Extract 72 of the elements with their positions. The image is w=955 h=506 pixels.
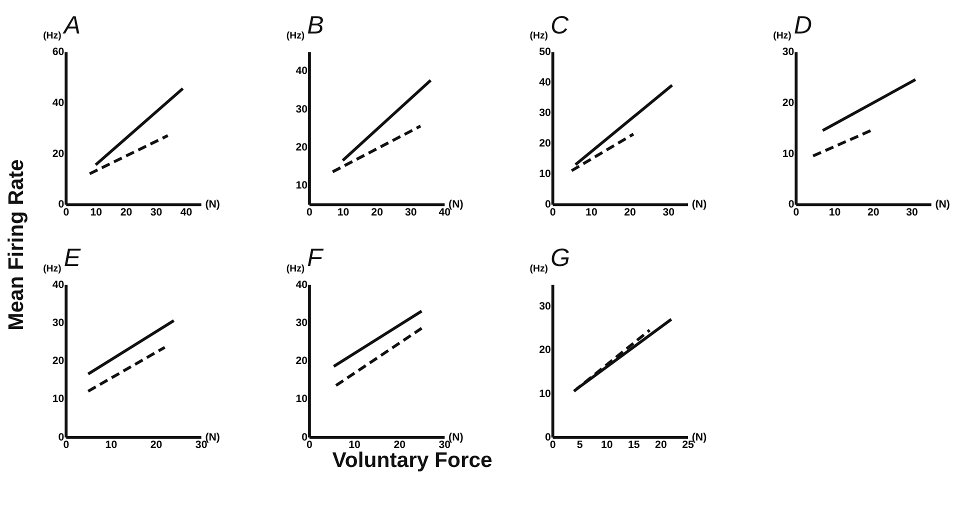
y-tick-label: 10 [539, 168, 551, 180]
y-tick-label: 20 [52, 355, 64, 368]
y-tick-label: 10 [539, 388, 551, 400]
y-tick-label: 40 [539, 76, 551, 89]
x-tick-label: 20 [150, 439, 162, 452]
x-axis-title: (N) [935, 198, 950, 211]
y-tick-label: 20 [539, 138, 551, 150]
y-tick-label: 20 [296, 355, 308, 368]
y-axis-title: (Hz) [530, 263, 548, 274]
x-tick-label: 10 [600, 439, 613, 452]
y-tick-label: 20 [296, 141, 308, 154]
x-tick-label: 30 [150, 206, 162, 218]
x-tick-label: 20 [120, 206, 132, 218]
y-tick-label: 20 [539, 344, 551, 356]
chart-title: C [550, 11, 570, 40]
y-tick-label: 40 [52, 96, 64, 109]
chart-title: E [64, 244, 81, 272]
y-axis-title: (Hz) [530, 30, 548, 42]
x-tick-label: 10 [90, 206, 102, 218]
x-tick-label: 30 [662, 206, 675, 218]
y-tick-label: 30 [539, 107, 551, 120]
y-axis-title: (Hz) [773, 30, 792, 42]
y-tick-label: 10 [52, 393, 64, 406]
x-axis-title: (N) [692, 198, 707, 211]
y-axis-title: (Hz) [286, 30, 305, 42]
x-tick-label: 5 [576, 439, 583, 452]
x-tick-label: 30 [195, 439, 208, 452]
x-axis-title: (N) [205, 198, 220, 211]
x-tick-label: 20 [655, 439, 667, 452]
y-tick-label: 40 [296, 278, 308, 291]
x-tick-label: 20 [371, 206, 384, 218]
x-axis-title: (N) [205, 431, 220, 444]
y-tick-label: 30 [296, 103, 308, 116]
chart-title: D [794, 11, 812, 40]
y-tick-label: 10 [296, 393, 308, 406]
x-axis-title: (N) [448, 431, 464, 444]
y-tick-label: 40 [52, 278, 64, 291]
y-tick-label: 30 [782, 46, 794, 58]
y-tick-label: 30 [539, 300, 551, 313]
y-tick-label: 20 [52, 148, 64, 160]
x-tick-label: 10 [337, 206, 350, 218]
x-tick-label: 10 [828, 206, 841, 218]
y-tick-label: 0 [302, 431, 308, 444]
chart-title: G [550, 244, 570, 272]
x-axis-title: (N) [692, 431, 707, 444]
y-axis-title: (Hz) [43, 30, 62, 42]
chart-title: B [307, 11, 324, 40]
chart-title: A [62, 11, 81, 40]
chart-title: F [307, 244, 324, 272]
x-tick-label: 10 [105, 439, 118, 452]
text: Mean Firing Rate [4, 159, 28, 330]
y-tick-label: 30 [52, 316, 64, 329]
x-axis-title: (N) [448, 198, 464, 211]
y-axis-title: (Hz) [286, 263, 305, 274]
y-tick-label: 30 [296, 316, 308, 329]
x-tick-label: 15 [628, 439, 640, 452]
x-tick-label: 25 [682, 439, 694, 452]
y-tick-label: 0 [58, 431, 64, 444]
x-tick-label: 30 [404, 206, 417, 218]
x-tick-label: 30 [906, 206, 918, 218]
y-tick-label: 40 [296, 65, 308, 78]
y-tick-label: 0 [544, 431, 551, 444]
y-tick-label: 60 [52, 46, 64, 58]
x-tick-label: 10 [586, 206, 598, 218]
x-tick-label: 40 [180, 206, 192, 218]
y-tick-label: 20 [782, 96, 794, 109]
y-axis-title: (Hz) [43, 263, 62, 274]
x-tick-label: 20 [868, 206, 880, 218]
y-tick-label: 10 [782, 148, 794, 160]
x-tick-label: 20 [624, 206, 636, 218]
y-tick-label: 10 [296, 180, 308, 192]
y-tick-label: 50 [539, 46, 551, 58]
